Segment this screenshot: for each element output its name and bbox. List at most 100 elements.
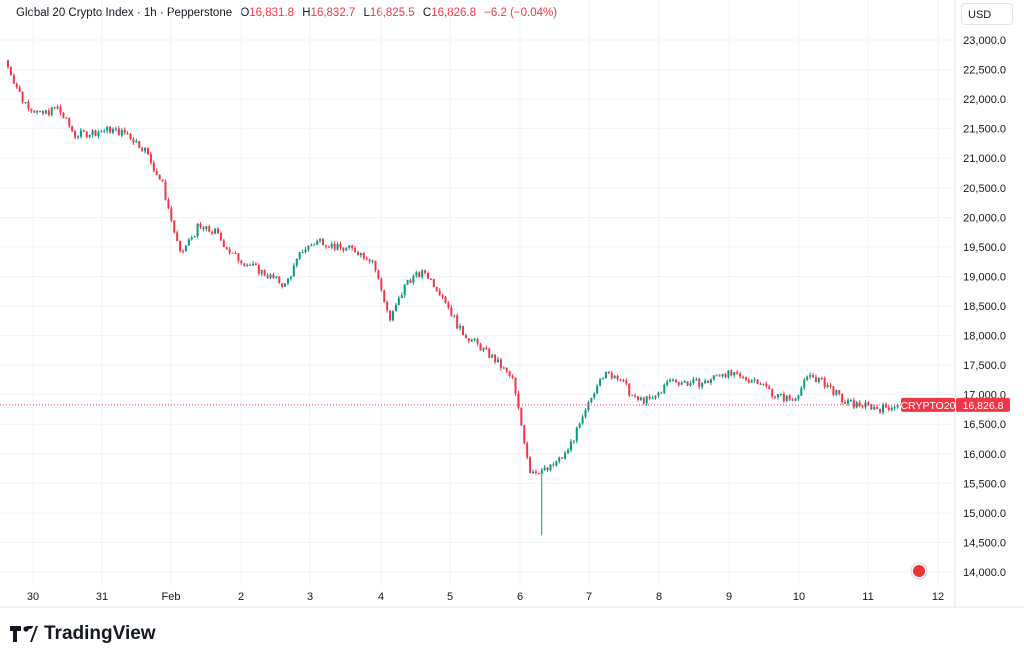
candle-body <box>298 252 301 259</box>
candle-body <box>774 396 777 398</box>
candle-body <box>400 295 403 298</box>
candle-body <box>861 406 864 408</box>
candle-body <box>771 389 774 397</box>
candle-body <box>747 379 750 383</box>
candle-body <box>750 380 753 383</box>
last-price-label: 16,826.8 <box>963 400 1004 412</box>
currency-button[interactable]: USD <box>961 3 1013 25</box>
candle-body <box>485 347 488 349</box>
candle-body <box>674 379 677 383</box>
candle-body <box>30 108 33 111</box>
candle-body <box>435 286 438 291</box>
candle-body <box>68 117 71 127</box>
candle-body <box>15 83 18 88</box>
candle-body <box>642 397 645 404</box>
candle-body <box>686 381 689 386</box>
candle-body <box>147 147 149 154</box>
candle-body <box>663 384 666 393</box>
candle-body <box>879 408 882 413</box>
candle-body <box>584 410 587 417</box>
candle-body <box>389 310 392 321</box>
candle-body <box>887 407 890 410</box>
candle-body <box>625 380 628 384</box>
candle-body <box>572 440 575 442</box>
candle-body <box>896 404 899 408</box>
symbol-name[interactable]: Global 20 Crypto Index <box>16 7 134 19</box>
candle-body <box>114 128 117 130</box>
candle-body <box>33 110 36 113</box>
candle-body <box>494 354 497 362</box>
candle-body <box>812 375 814 378</box>
candle-body <box>785 395 788 401</box>
candle-body <box>74 131 77 138</box>
candle-body <box>418 272 421 278</box>
candle-body <box>555 461 558 466</box>
candle-body <box>672 379 674 381</box>
candle-body <box>234 253 237 255</box>
candle-body <box>179 241 182 252</box>
candle-body <box>882 404 884 413</box>
candle-body <box>777 394 779 398</box>
candle-body <box>855 402 858 408</box>
candle-body <box>254 263 257 265</box>
candle-body <box>91 130 94 136</box>
candle-body <box>809 375 812 377</box>
candle-body <box>237 253 240 261</box>
low-label: L <box>363 7 370 19</box>
candle-body <box>304 249 307 252</box>
candle-body <box>394 304 397 312</box>
candle-body <box>167 199 170 209</box>
candle-body <box>348 245 351 248</box>
x-tick-label: 8 <box>656 591 662 603</box>
candle-body <box>529 457 532 474</box>
open-label: O <box>240 7 250 19</box>
candle-body <box>342 247 345 251</box>
candle-body <box>806 376 809 380</box>
candle-body <box>596 385 599 394</box>
ticker-label-bg <box>901 397 955 412</box>
candle-body <box>403 284 406 296</box>
y-tick-label: 18,000.0 <box>963 331 1006 343</box>
candle-body <box>870 404 873 410</box>
candle-body <box>190 237 193 240</box>
y-tick-label: 16,500.0 <box>963 419 1006 431</box>
candle-body <box>135 140 138 143</box>
candle-body <box>873 406 876 410</box>
candle-body <box>689 383 692 386</box>
candle-body <box>129 134 132 139</box>
candle-body <box>575 427 578 441</box>
candle-body <box>313 244 316 246</box>
y-tick-label: 20,500.0 <box>963 183 1006 195</box>
candle-body <box>561 457 564 459</box>
candle-body <box>112 129 114 133</box>
candle-body <box>44 110 47 114</box>
y-tick-label: 23,000.0 <box>963 35 1006 47</box>
candle-body <box>158 174 161 180</box>
x-tick-label: 2 <box>238 591 244 603</box>
candle-body <box>82 130 85 132</box>
y-tick-label: 21,000.0 <box>963 153 1006 165</box>
candle-body <box>374 260 377 271</box>
candle-body <box>820 377 823 379</box>
candle-body <box>377 270 380 279</box>
candle-body <box>339 243 342 248</box>
candle-body <box>756 379 759 384</box>
open-value: 16,831.8 <box>249 7 295 19</box>
candle-body <box>514 377 517 394</box>
candle-body <box>77 136 79 138</box>
x-tick-label: 5 <box>447 591 453 603</box>
candle-body <box>482 347 485 351</box>
ticker-label: CRYPTO20 <box>900 400 955 412</box>
candle-body <box>884 404 887 408</box>
candle-body <box>765 383 768 387</box>
candle-body <box>132 138 135 143</box>
x-tick-label: 3 <box>307 591 313 603</box>
candle-body <box>249 264 252 266</box>
tradingview-logo[interactable]: TradingView <box>10 623 156 645</box>
candle-body <box>351 245 354 249</box>
us-flag-icon-fill <box>913 565 925 577</box>
candle-body <box>453 315 456 317</box>
candle-body <box>651 397 654 399</box>
candle-body <box>762 383 765 385</box>
